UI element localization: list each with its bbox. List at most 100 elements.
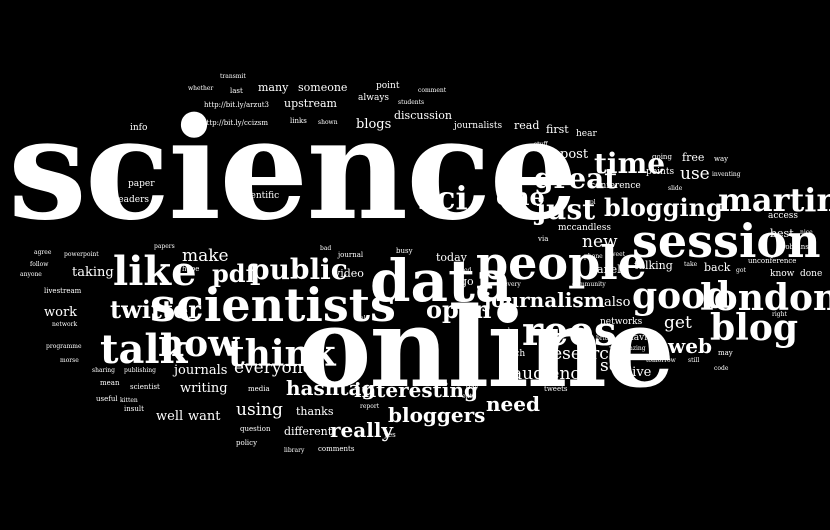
word-writing: writing bbox=[180, 381, 228, 396]
word-info: info bbox=[130, 123, 148, 133]
word-mean: mean bbox=[100, 379, 120, 387]
word-point: point bbox=[376, 81, 400, 91]
word-stuff: stuff bbox=[534, 141, 548, 148]
word-data: data bbox=[370, 247, 513, 315]
word-anyone: anyone bbox=[20, 271, 42, 278]
word-scientists: scientists bbox=[150, 278, 396, 332]
word-comment: comment bbox=[418, 87, 447, 94]
word-today: today bbox=[436, 251, 467, 264]
word-always: always bbox=[358, 93, 390, 103]
word-community: community bbox=[572, 281, 606, 288]
word-just: just bbox=[536, 193, 596, 226]
word-many: many bbox=[258, 81, 289, 94]
word-slide: slide bbox=[668, 185, 683, 192]
word-question: question bbox=[240, 425, 271, 433]
word-online: online bbox=[298, 283, 675, 412]
word-video: video bbox=[334, 267, 364, 280]
word-programme: programme bbox=[46, 343, 82, 350]
word-ppl: ppl bbox=[586, 199, 596, 206]
word-great: great bbox=[534, 162, 618, 195]
word-web: web bbox=[668, 334, 712, 358]
word-right: right bbox=[772, 311, 787, 318]
word-journal: journal bbox=[338, 251, 364, 259]
word-first: first bbox=[546, 123, 569, 136]
word-audience: audience bbox=[512, 364, 590, 384]
word-well: well bbox=[156, 409, 184, 424]
word-upstream: upstream bbox=[284, 97, 337, 110]
word-link: link bbox=[356, 315, 368, 322]
word-follow: follow bbox=[30, 261, 49, 268]
word-talking: talking bbox=[634, 259, 673, 272]
word-paper: paper bbox=[128, 179, 155, 189]
word-public: public bbox=[250, 253, 348, 286]
word-back: back bbox=[704, 261, 731, 274]
word-etc: etc bbox=[500, 339, 511, 347]
word-using: using bbox=[236, 400, 283, 420]
word-like: like bbox=[113, 248, 197, 295]
word-everyone: everyone bbox=[234, 358, 313, 378]
word-post: post bbox=[560, 147, 589, 162]
word-new: new bbox=[582, 232, 618, 252]
word-time: time bbox=[594, 147, 666, 180]
word-thanks: thanks bbox=[296, 405, 334, 418]
word-networks: networks bbox=[600, 317, 643, 327]
word-want: want bbox=[188, 409, 221, 424]
word-someone: someone bbox=[298, 81, 348, 94]
word-twitter: twitter bbox=[110, 295, 201, 324]
word-david: david bbox=[628, 333, 653, 343]
word-make: make bbox=[182, 246, 229, 266]
word-best: best bbox=[770, 227, 794, 240]
word-hope: hope bbox=[182, 265, 200, 273]
word-url2: http://bit.ly/ccizsm bbox=[202, 119, 268, 127]
word-inventing: inventing bbox=[712, 171, 741, 178]
word-science: science bbox=[8, 88, 578, 252]
word-access: access bbox=[768, 211, 799, 221]
word-london: london bbox=[700, 277, 830, 319]
word-publishing: publishing bbox=[124, 367, 156, 374]
word-work: work bbox=[44, 305, 78, 320]
word-points: points bbox=[646, 167, 675, 177]
word-talk: talk bbox=[100, 326, 188, 373]
word-whether: whether bbox=[188, 85, 214, 92]
word-still: still bbox=[688, 357, 700, 364]
word-one: one bbox=[496, 182, 545, 211]
word-library: library bbox=[284, 447, 305, 454]
word-papers: papers bbox=[154, 243, 175, 250]
word-go: go bbox=[460, 275, 474, 288]
word-discussion: discussion bbox=[394, 109, 452, 122]
word-amazing: amazing bbox=[620, 345, 646, 352]
word-way: way bbox=[714, 155, 729, 163]
word-last: last bbox=[230, 87, 243, 95]
word-blogging: blogging bbox=[604, 193, 723, 222]
word-shown: shown bbox=[318, 119, 338, 126]
word-journalists: journalists bbox=[454, 121, 503, 131]
word-conference: conference bbox=[590, 181, 641, 191]
word-onto: onto bbox=[462, 393, 476, 400]
word-journalism: journalism bbox=[484, 288, 605, 312]
word-mccandless: mccandless bbox=[558, 223, 611, 233]
word-taking: taking bbox=[72, 265, 114, 280]
word-pdf: pdf bbox=[212, 259, 256, 288]
word-useful: useful bbox=[96, 395, 118, 403]
word-url1: http://bit.ly/arzut3 bbox=[204, 101, 269, 109]
word-get: get bbox=[664, 313, 692, 333]
word-nice: nice bbox=[800, 229, 813, 236]
word-yes: yes bbox=[384, 431, 396, 439]
word-report: report bbox=[360, 403, 380, 410]
word-insult: insult bbox=[124, 405, 144, 413]
word-code: code bbox=[714, 365, 729, 372]
word-hear: hear bbox=[576, 129, 597, 139]
word-bloggers: bloggers bbox=[388, 403, 486, 427]
word-need: need bbox=[486, 392, 540, 416]
word-unconference: unconference bbox=[748, 257, 797, 265]
word-phone: phone bbox=[584, 253, 603, 260]
word-free: free bbox=[682, 151, 705, 164]
word-kitten: kitten bbox=[120, 397, 138, 404]
word-session: session bbox=[632, 214, 821, 268]
word-network: network bbox=[52, 321, 78, 328]
word-links: links bbox=[290, 117, 307, 125]
word-rees: rees bbox=[522, 308, 617, 355]
word-comments: comments bbox=[318, 445, 355, 453]
word-know: know bbox=[770, 269, 795, 279]
word-think: think bbox=[228, 333, 336, 375]
